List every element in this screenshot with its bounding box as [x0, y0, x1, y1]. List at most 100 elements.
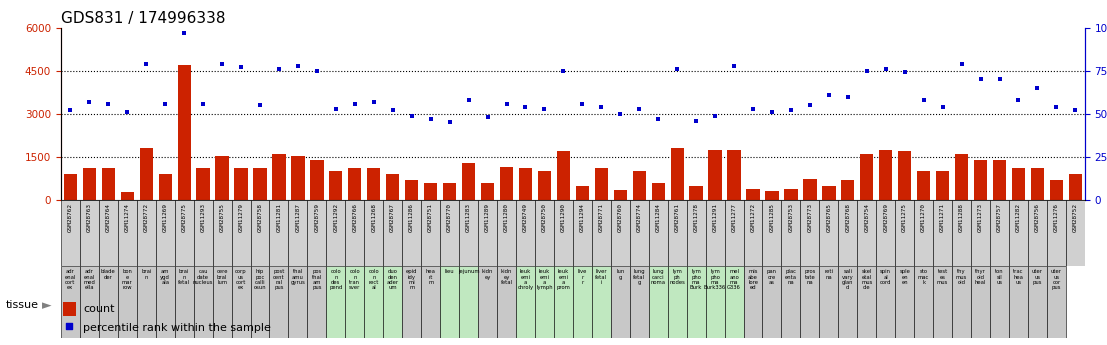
Bar [327, 200, 345, 266]
Bar [216, 156, 229, 200]
Bar [327, 266, 345, 338]
Point [81, 99, 99, 105]
Text: pos
thal
am
pus: pos thal am pus [312, 269, 322, 290]
Bar [424, 183, 437, 200]
Text: sto
mac
k: sto mac k [918, 269, 930, 285]
Point [801, 102, 819, 108]
Text: uter
us
cor
pus: uter us cor pus [1051, 269, 1062, 290]
Bar [516, 266, 535, 338]
Bar [175, 200, 194, 266]
Bar [194, 200, 213, 266]
Point [232, 65, 250, 70]
Bar [235, 168, 248, 200]
Point [365, 99, 383, 105]
Bar [632, 171, 645, 200]
Bar [500, 167, 514, 200]
Point [327, 106, 344, 111]
Bar [459, 200, 478, 266]
Bar [383, 200, 402, 266]
Bar [594, 168, 608, 200]
Point [669, 66, 686, 72]
Text: GSM11281: GSM11281 [277, 203, 281, 233]
Text: tissue: tissue [6, 300, 39, 310]
Text: GSM28756: GSM28756 [1035, 203, 1039, 233]
Point [214, 61, 231, 67]
Point [611, 111, 629, 117]
Text: GSM11293: GSM11293 [200, 203, 206, 233]
Point [1066, 108, 1084, 113]
Text: GSM28760: GSM28760 [618, 203, 623, 233]
Text: GSM28765: GSM28765 [826, 203, 831, 233]
Bar [386, 174, 400, 200]
Text: GSM11282: GSM11282 [1016, 203, 1021, 233]
Bar [592, 266, 611, 338]
Bar [80, 200, 99, 266]
Bar [933, 200, 952, 266]
Point [896, 70, 913, 75]
Text: thy
mus
oid: thy mus oid [956, 269, 968, 285]
Bar [877, 200, 896, 266]
Text: GSM28759: GSM28759 [314, 203, 320, 233]
Bar [441, 266, 459, 338]
Text: spin
al
cord: spin al cord [880, 269, 891, 285]
Bar [345, 200, 364, 266]
Bar [804, 179, 817, 200]
Bar [857, 200, 877, 266]
Bar [156, 266, 175, 338]
Bar [952, 200, 971, 266]
Text: colo
n
tran
sver: colo n tran sver [349, 269, 361, 290]
Bar [649, 266, 668, 338]
Bar [480, 183, 494, 200]
Text: lieu: lieu [445, 269, 455, 274]
Text: GDS831 / 174996338: GDS831 / 174996338 [61, 11, 226, 27]
Text: GSM28763: GSM28763 [86, 203, 92, 233]
Text: GSM11294: GSM11294 [580, 203, 584, 233]
Bar [459, 266, 478, 338]
Bar [421, 200, 441, 266]
Bar [744, 266, 763, 338]
Text: am
ygd
ala: am ygd ala [161, 269, 170, 285]
Text: GSM11271: GSM11271 [940, 203, 945, 233]
Bar [402, 266, 421, 338]
Text: percentile rank within the sample: percentile rank within the sample [83, 323, 271, 333]
Bar [573, 266, 592, 338]
Text: GSM28773: GSM28773 [807, 203, 813, 233]
Bar [329, 171, 342, 200]
Bar [345, 266, 364, 338]
Text: post
cent
ral
pus: post cent ral pus [273, 269, 284, 290]
Bar [177, 65, 190, 200]
Bar [725, 266, 744, 338]
Bar [746, 189, 759, 200]
Bar [1068, 174, 1082, 200]
Bar [250, 266, 269, 338]
Bar [250, 200, 269, 266]
Bar [364, 200, 383, 266]
Text: GSM28751: GSM28751 [428, 203, 433, 233]
Bar [478, 266, 497, 338]
Text: lun
g: lun g [617, 269, 624, 280]
Point [1047, 104, 1065, 110]
Point [289, 63, 307, 68]
Bar [1049, 180, 1063, 200]
Bar [289, 200, 308, 266]
Bar [782, 200, 800, 266]
Bar [156, 200, 175, 266]
Bar [705, 266, 725, 338]
Text: GSM11277: GSM11277 [732, 203, 736, 233]
Bar [213, 266, 231, 338]
Text: lung
fetal
g: lung fetal g [633, 269, 645, 285]
Bar [708, 150, 722, 200]
Bar [349, 168, 362, 200]
Bar [538, 171, 551, 200]
Text: sple
en
en: sple en en [899, 269, 910, 285]
Bar [1028, 266, 1047, 338]
Bar [971, 266, 990, 338]
Bar [686, 200, 705, 266]
Bar [933, 266, 952, 338]
Point [308, 68, 325, 73]
Point [422, 116, 439, 122]
Bar [763, 266, 782, 338]
Bar [838, 266, 857, 338]
Bar [877, 266, 896, 338]
Bar [686, 266, 705, 338]
